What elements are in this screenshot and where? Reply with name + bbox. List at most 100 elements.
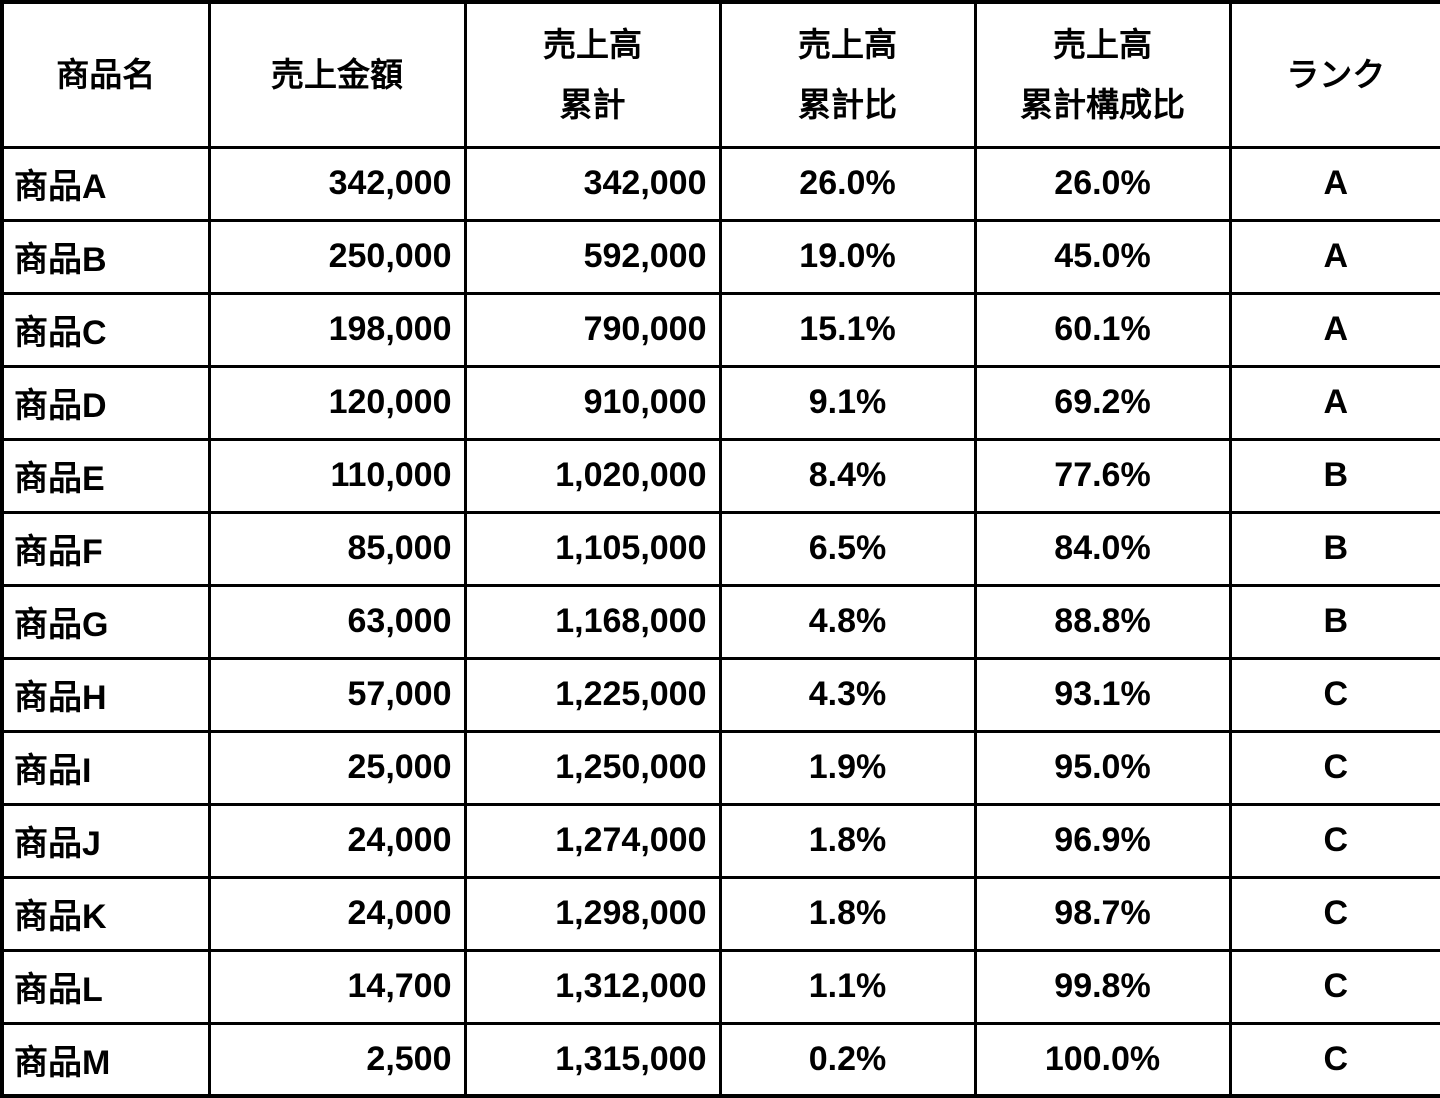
cell-cumulative-sales-composition-ratio: 69.2% bbox=[975, 366, 1230, 439]
cell-product-name: 商品I bbox=[2, 731, 209, 804]
header-row: 商品名売上金額売上高累計売上高累計比売上高累計構成比ランク bbox=[2, 2, 1440, 147]
column-header-rank: ランク bbox=[1230, 2, 1440, 147]
cell-cumulative-sales-composition-ratio: 60.1% bbox=[975, 293, 1230, 366]
cell-product-name: 商品J bbox=[2, 804, 209, 877]
cell-rank: C bbox=[1230, 658, 1440, 731]
cell-cumulative-sales-composition-ratio: 45.0% bbox=[975, 220, 1230, 293]
cell-cumulative-sales-composition-ratio: 99.8% bbox=[975, 950, 1230, 1023]
column-header-line: 売上金額 bbox=[211, 45, 464, 105]
cell-sales-amount: 14,700 bbox=[209, 950, 465, 1023]
cell-cumulative-sales-ratio: 6.5% bbox=[720, 512, 975, 585]
cell-cumulative-sales-composition-ratio: 100.0% bbox=[975, 1023, 1230, 1096]
cell-cumulative-sales-ratio: 9.1% bbox=[720, 366, 975, 439]
cell-cumulative-sales-ratio: 0.2% bbox=[720, 1023, 975, 1096]
cell-product-name: 商品B bbox=[2, 220, 209, 293]
cell-product-name: 商品L bbox=[2, 950, 209, 1023]
cell-cumulative-sales: 1,105,000 bbox=[465, 512, 720, 585]
cell-sales-amount: 24,000 bbox=[209, 877, 465, 950]
cell-sales-amount: 24,000 bbox=[209, 804, 465, 877]
cell-product-name: 商品H bbox=[2, 658, 209, 731]
cell-sales-amount: 250,000 bbox=[209, 220, 465, 293]
cell-sales-amount: 57,000 bbox=[209, 658, 465, 731]
table-header: 商品名売上金額売上高累計売上高累計比売上高累計構成比ランク bbox=[2, 2, 1440, 147]
cell-cumulative-sales-ratio: 1.1% bbox=[720, 950, 975, 1023]
column-header-cumulative-sales: 売上高累計 bbox=[465, 2, 720, 147]
cell-cumulative-sales: 1,312,000 bbox=[465, 950, 720, 1023]
cell-rank: B bbox=[1230, 439, 1440, 512]
cell-product-name: 商品D bbox=[2, 366, 209, 439]
cell-cumulative-sales: 342,000 bbox=[465, 147, 720, 220]
cell-rank: B bbox=[1230, 585, 1440, 658]
cell-cumulative-sales-composition-ratio: 77.6% bbox=[975, 439, 1230, 512]
column-header-line: 売上高 bbox=[467, 15, 719, 75]
cell-rank: C bbox=[1230, 950, 1440, 1023]
cell-sales-amount: 63,000 bbox=[209, 585, 465, 658]
cell-cumulative-sales: 1,020,000 bbox=[465, 439, 720, 512]
cell-product-name: 商品G bbox=[2, 585, 209, 658]
cell-cumulative-sales-ratio: 15.1% bbox=[720, 293, 975, 366]
cell-sales-amount: 120,000 bbox=[209, 366, 465, 439]
column-header-line: 累計構成比 bbox=[977, 75, 1229, 135]
column-header-line: 売上高 bbox=[722, 15, 974, 75]
cell-cumulative-sales-ratio: 19.0% bbox=[720, 220, 975, 293]
cell-sales-amount: 198,000 bbox=[209, 293, 465, 366]
cell-cumulative-sales: 1,168,000 bbox=[465, 585, 720, 658]
cell-cumulative-sales-composition-ratio: 26.0% bbox=[975, 147, 1230, 220]
cell-product-name: 商品M bbox=[2, 1023, 209, 1096]
cell-cumulative-sales-composition-ratio: 93.1% bbox=[975, 658, 1230, 731]
cell-cumulative-sales: 910,000 bbox=[465, 366, 720, 439]
cell-sales-amount: 2,500 bbox=[209, 1023, 465, 1096]
cell-rank: C bbox=[1230, 1023, 1440, 1096]
cell-sales-amount: 85,000 bbox=[209, 512, 465, 585]
cell-rank: A bbox=[1230, 366, 1440, 439]
cell-sales-amount: 342,000 bbox=[209, 147, 465, 220]
cell-cumulative-sales: 592,000 bbox=[465, 220, 720, 293]
cell-cumulative-sales-ratio: 1.9% bbox=[720, 731, 975, 804]
column-header-line: 累計比 bbox=[722, 75, 974, 135]
cell-cumulative-sales: 1,298,000 bbox=[465, 877, 720, 950]
column-header-line: ランク bbox=[1232, 45, 1440, 105]
cell-sales-amount: 25,000 bbox=[209, 731, 465, 804]
column-header-line: 累計 bbox=[467, 75, 719, 135]
cell-cumulative-sales-ratio: 4.3% bbox=[720, 658, 975, 731]
cell-cumulative-sales: 1,274,000 bbox=[465, 804, 720, 877]
cell-cumulative-sales: 1,315,000 bbox=[465, 1023, 720, 1096]
cell-cumulative-sales-ratio: 26.0% bbox=[720, 147, 975, 220]
cell-rank: C bbox=[1230, 731, 1440, 804]
cell-rank: A bbox=[1230, 293, 1440, 366]
cell-product-name: 商品F bbox=[2, 512, 209, 585]
column-header-cumulative-sales-ratio: 売上高累計比 bbox=[720, 2, 975, 147]
cell-rank: A bbox=[1230, 147, 1440, 220]
cell-rank: B bbox=[1230, 512, 1440, 585]
cell-product-name: 商品C bbox=[2, 293, 209, 366]
column-header-line: 売上高 bbox=[977, 15, 1229, 75]
cell-cumulative-sales-composition-ratio: 98.7% bbox=[975, 877, 1230, 950]
cell-rank: C bbox=[1230, 804, 1440, 877]
column-header-sales-amount: 売上金額 bbox=[209, 2, 465, 147]
cell-cumulative-sales: 1,250,000 bbox=[465, 731, 720, 804]
cell-cumulative-sales: 1,225,000 bbox=[465, 658, 720, 731]
column-header-cumulative-sales-composition-ratio: 売上高累計構成比 bbox=[975, 2, 1230, 147]
cell-rank: C bbox=[1230, 877, 1440, 950]
cell-cumulative-sales-composition-ratio: 88.8% bbox=[975, 585, 1230, 658]
cell-cumulative-sales-ratio: 1.8% bbox=[720, 804, 975, 877]
cell-sales-amount: 110,000 bbox=[209, 439, 465, 512]
cell-cumulative-sales-composition-ratio: 96.9% bbox=[975, 804, 1230, 877]
cell-cumulative-sales-composition-ratio: 84.0% bbox=[975, 512, 1230, 585]
cell-cumulative-sales: 790,000 bbox=[465, 293, 720, 366]
cell-product-name: 商品K bbox=[2, 877, 209, 950]
